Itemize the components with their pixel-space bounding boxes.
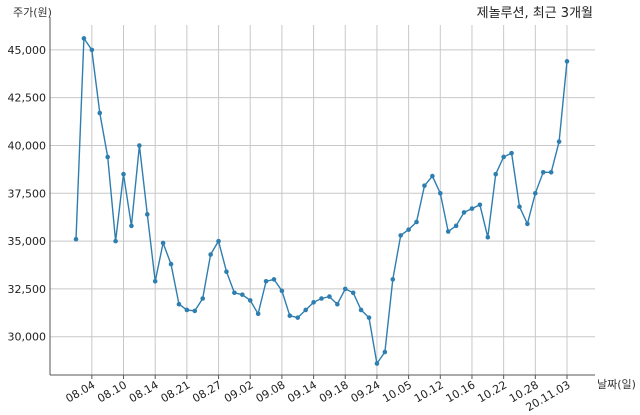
- data-point: [279, 288, 285, 294]
- x-tick-label: 08.27: [190, 378, 224, 405]
- price-series: [73, 36, 570, 366]
- y-tick-label: 40,000: [8, 139, 47, 152]
- data-point: [160, 240, 166, 246]
- x-tick-label: 10.12: [412, 378, 446, 405]
- data-point: [200, 296, 206, 301]
- data-point: [97, 110, 103, 116]
- data-point: [461, 210, 467, 215]
- data-point: [224, 269, 229, 275]
- data-point: [216, 238, 221, 244]
- x-tick-label: 08.10: [95, 378, 129, 405]
- data-point: [342, 286, 348, 292]
- data-point: [453, 223, 459, 229]
- x-tick-label: 10.22: [475, 378, 509, 405]
- x-tick-label: 08.14: [127, 378, 161, 405]
- x-tick-label: 09.14: [285, 378, 319, 405]
- data-point: [556, 139, 562, 144]
- data-point: [295, 315, 301, 320]
- y-axis-title: 주가(원): [13, 6, 52, 19]
- data-point: [477, 202, 483, 208]
- data-point: [247, 298, 253, 303]
- data-point: [366, 315, 372, 320]
- data-point: [105, 154, 110, 160]
- x-tick-label: 10.16: [444, 378, 478, 405]
- chart-title: 제놀루션, 최근 3개월: [477, 6, 593, 21]
- data-point: [525, 221, 530, 227]
- data-point: [564, 59, 570, 64]
- grid-lines: [50, 25, 595, 375]
- data-point: [137, 143, 142, 148]
- data-point: [533, 191, 538, 196]
- y-tick-label: 42,500: [8, 92, 47, 105]
- x-axis-title: 날짜(일): [597, 377, 636, 391]
- data-point: [152, 278, 158, 284]
- data-point: [121, 171, 126, 177]
- data-point: [422, 183, 427, 188]
- x-tick-label: 08.21: [159, 378, 193, 405]
- series-line: [75, 36, 568, 366]
- data-point: [81, 36, 87, 41]
- data-point: [445, 229, 451, 234]
- data-point: [73, 236, 79, 242]
- x-tick-label: 10.05: [380, 378, 414, 405]
- data-point: [540, 169, 546, 175]
- y-tick-label: 32,500: [8, 283, 47, 296]
- data-point: [350, 290, 356, 296]
- axes: [49, 17, 595, 379]
- data-point: [382, 349, 388, 355]
- data-point: [517, 204, 522, 209]
- data-point: [406, 227, 411, 232]
- y-tick-label: 30,000: [8, 331, 47, 344]
- data-point: [232, 290, 237, 296]
- data-point: [358, 307, 364, 313]
- data-point: [184, 307, 190, 313]
- data-point: [255, 311, 261, 317]
- data-point: [319, 296, 324, 301]
- data-point: [390, 277, 396, 282]
- data-point: [144, 212, 150, 217]
- x-tick-label: 09.18: [317, 378, 351, 405]
- y-tick-labels: 30,000 32,500 35,000 37,500 40,000 42,500 45,0…: [8, 44, 47, 344]
- data-point: [113, 238, 118, 244]
- data-point: [129, 223, 134, 229]
- x-tick-label: 08.04: [64, 378, 98, 405]
- x-tick-labels: 08.0408.1008.1408.2108.2709.0209.0809.14…: [64, 378, 573, 414]
- data-point: [271, 277, 277, 282]
- data-point: [168, 261, 174, 267]
- data-point: [311, 300, 316, 305]
- data-point: [89, 47, 95, 53]
- y-tick-label: 45,000: [8, 44, 47, 57]
- y-tick-label: 35,000: [8, 235, 47, 248]
- data-point: [437, 191, 443, 196]
- data-point: [287, 313, 293, 319]
- data-point: [414, 219, 419, 225]
- data-point: [176, 301, 182, 307]
- data-point: [374, 361, 380, 366]
- data-point: [208, 252, 213, 257]
- data-point: [263, 278, 269, 284]
- data-point: [335, 301, 340, 307]
- x-tick-label: 09.08: [254, 378, 288, 405]
- data-point: [303, 307, 308, 313]
- data-point: [509, 150, 514, 156]
- data-point: [327, 294, 332, 299]
- data-point: [469, 206, 475, 211]
- data-point: [398, 233, 403, 238]
- data-point: [240, 292, 245, 297]
- data-point: [485, 234, 491, 240]
- y-tick-label: 37,500: [8, 187, 47, 200]
- data-point: [430, 173, 435, 179]
- x-tick-label: 09.02: [222, 378, 256, 405]
- data-point: [192, 308, 198, 314]
- data-point: [501, 154, 506, 160]
- data-point: [493, 171, 499, 177]
- x-tick-label: 09.24: [349, 378, 383, 405]
- data-point: [548, 169, 554, 175]
